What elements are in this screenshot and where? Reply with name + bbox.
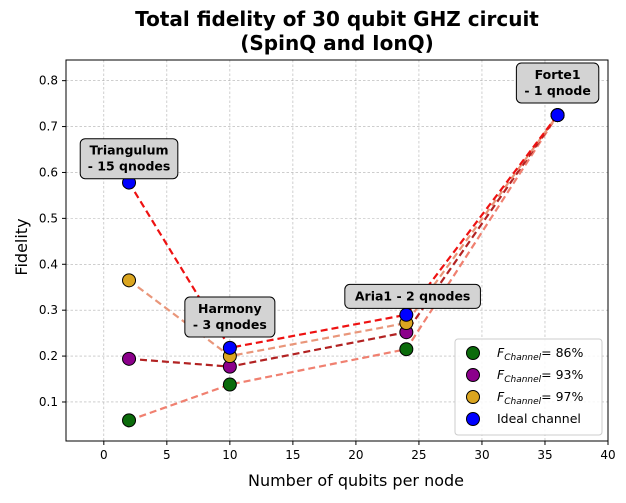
legend-marker — [466, 390, 480, 404]
legend-label-main: F — [497, 389, 505, 404]
legend-label-sub: Channel — [504, 397, 541, 407]
legend: FChannel= 86%FChannel= 93%FChannel= 97%I… — [454, 338, 603, 436]
data-point — [399, 342, 414, 357]
legend-label-main: F — [497, 367, 505, 382]
legend-marker — [466, 346, 480, 360]
x-tick-label: 10 — [222, 448, 237, 462]
legend-marker — [466, 412, 480, 426]
legend-label-main: F — [497, 345, 505, 360]
annotation-box — [79, 138, 179, 180]
series-line — [128, 114, 559, 368]
plot-border — [65, 59, 609, 442]
legend-label: FChannel= 97% — [497, 389, 584, 407]
legend-label: FChannel= 86% — [497, 345, 584, 363]
annotation-box — [515, 62, 600, 104]
annotation-text: Triangulum — [90, 143, 169, 158]
y-tick-label: 0.6 — [39, 165, 58, 179]
annotation-text: Forte1 — [535, 67, 581, 82]
x-tick-label: 15 — [285, 448, 300, 462]
legend-label: Ideal channel — [497, 411, 581, 426]
x-tick-label: 20 — [348, 448, 363, 462]
x-tick-label: 40 — [600, 448, 615, 462]
chart-title: Total fidelity of 30 qubit GHZ circuit — [135, 7, 539, 31]
data-point — [550, 108, 565, 123]
legend-box — [454, 338, 603, 436]
plot-frame — [65, 59, 609, 442]
annotation-text: Harmony — [198, 301, 262, 316]
data-point — [122, 351, 137, 366]
data-point — [122, 273, 137, 288]
annotation-box — [344, 283, 481, 309]
y-tick-label: 0.5 — [39, 211, 58, 225]
data-point — [222, 377, 237, 392]
y-tick-label: 0.2 — [39, 349, 58, 363]
y-tick-label: 0.8 — [39, 74, 58, 88]
series-lines — [128, 114, 559, 422]
grid — [66, 60, 609, 441]
chart-subtitle: (SpinQ and IonQ) — [240, 31, 434, 55]
axis-ticks: 0 5 10 15 20 25 30 35 40 0.1 0.2 0.3 0.4 0.5 0.6 0.7 0.8 — [39, 74, 616, 462]
annotation-box — [184, 296, 276, 338]
y-tick-label: 0.7 — [39, 120, 58, 134]
y-tick-label: 0.4 — [39, 257, 58, 271]
data-points — [122, 108, 565, 428]
x-axis-label: Number of qubits per node — [248, 471, 464, 490]
data-point — [122, 413, 137, 428]
series-line — [128, 114, 559, 358]
legend-marker — [466, 368, 480, 382]
annotation-text: - 1 qnode — [524, 83, 590, 98]
legend-label-value: = 86% — [541, 345, 583, 360]
legend-label-sub: Channel — [504, 353, 541, 363]
y-tick-label: 0.3 — [39, 303, 58, 317]
data-point — [222, 340, 237, 355]
series-line — [128, 114, 559, 350]
x-tick-label: 25 — [411, 448, 426, 462]
legend-label-sub: Channel — [504, 375, 541, 385]
data-point — [399, 307, 414, 322]
x-tick-label: 30 — [474, 448, 489, 462]
x-tick-label: 5 — [163, 448, 171, 462]
legend-label-value: = 93% — [541, 367, 583, 382]
annotation-text: - 3 qnodes — [193, 317, 267, 332]
y-tick-label: 0.1 — [39, 395, 58, 409]
x-tick-label: 35 — [537, 448, 552, 462]
annotation-text: Aria1 - 2 qnodes — [355, 288, 471, 303]
x-tick-label: 0 — [100, 448, 108, 462]
legend-label: FChannel= 93% — [497, 367, 584, 385]
legend-label-value: = 97% — [541, 389, 583, 404]
annotation-text: - 15 qnodes — [88, 159, 171, 174]
annotations: Triangulum- 15 qnodes Harmony- 3 qnodes Ar… — [79, 62, 600, 338]
y-axis-label: Fidelity — [12, 218, 31, 275]
